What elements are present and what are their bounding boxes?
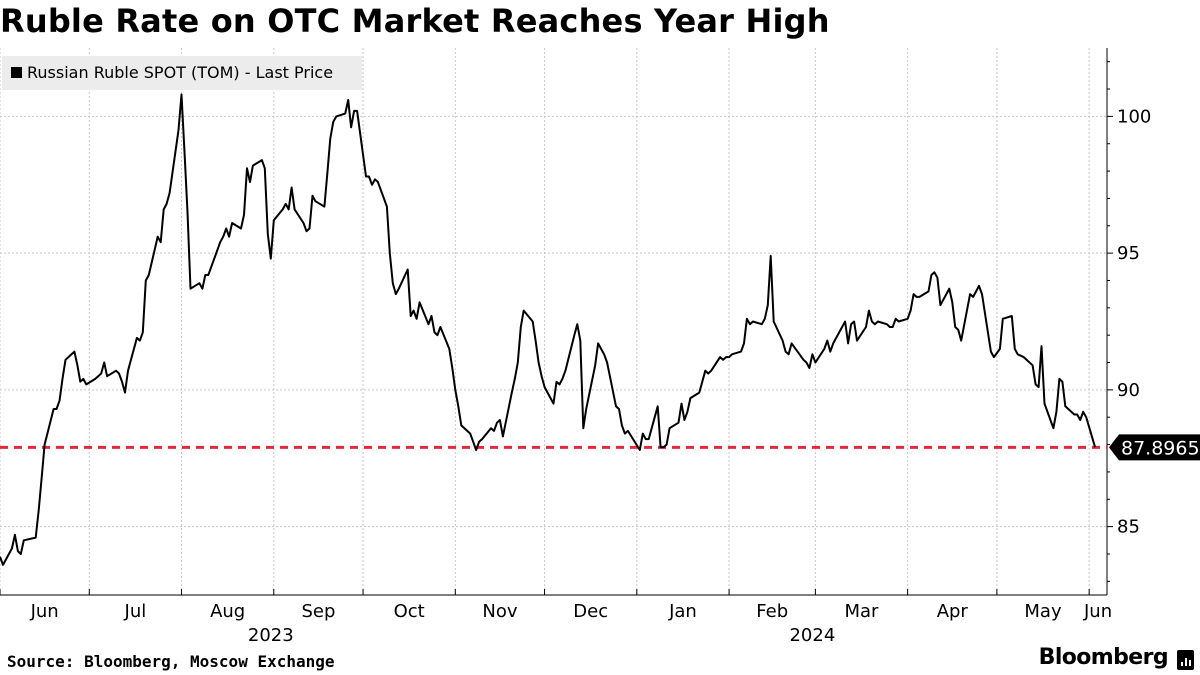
x-tick-label: Jun	[30, 601, 59, 622]
last-value-tag	[1109, 434, 1200, 461]
last-value-label: 87.8965	[1121, 437, 1200, 459]
chart-title: Ruble Rate on OTC Market Reaches Year Hi…	[0, 2, 830, 40]
gridlines	[0, 48, 1107, 595]
x-tick-label: Mar	[845, 601, 880, 622]
x-tick-label: Nov	[482, 601, 517, 622]
year-label: 2024	[789, 625, 835, 646]
plot-background	[0, 48, 1107, 595]
legend-swatch	[11, 67, 22, 78]
x-tick-label: Feb	[756, 601, 788, 622]
brand-logo-text: Bloomberg	[1038, 645, 1169, 670]
reference-line-group: 87.8965	[0, 434, 1200, 461]
legend: Russian Ruble SPOT (TOM) - Last Price	[2, 56, 362, 90]
series-group	[0, 93, 1097, 566]
legend-label: Russian Ruble SPOT (TOM) - Last Price	[27, 63, 333, 82]
x-tick-label: Oct	[394, 601, 425, 622]
legend-box	[2, 56, 362, 90]
y-tick-label: 100	[1117, 106, 1151, 127]
x-tick-label: Apr	[937, 601, 969, 622]
y-tick-label: 95	[1117, 243, 1140, 264]
x-tick-label: Jan	[668, 601, 697, 622]
y-tick-label: 90	[1117, 380, 1140, 401]
x-tick-label: Dec	[573, 601, 608, 622]
source-note: Source: Bloomberg, Moscow Exchange	[7, 652, 335, 671]
x-tick-label: Jun	[1083, 601, 1112, 622]
x-tick-label: Sep	[301, 601, 335, 622]
series-line	[0, 93, 1097, 566]
x-tick-label: Jul	[124, 601, 147, 622]
axis-labels: 85 90 95 100 Jun Jul Aug Sep Oct Nov Dec Jan Feb Mar A…	[30, 106, 1152, 646]
x-tick-label: Aug	[210, 601, 245, 622]
y-tick-label: 85	[1117, 517, 1140, 538]
bloomberg-terminal-icon	[1177, 650, 1194, 670]
year-label: 2023	[248, 625, 294, 646]
axes	[0, 48, 1113, 596]
x-tick-label: May	[1024, 601, 1062, 622]
